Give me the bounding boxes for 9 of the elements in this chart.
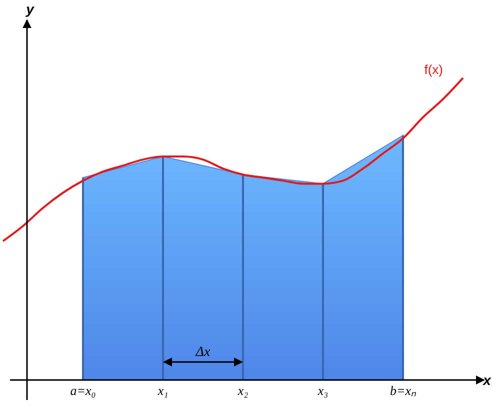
x-tick-label: x₃ xyxy=(316,383,328,398)
y-axis-title: y xyxy=(25,1,36,17)
x-tick-label: x₂ xyxy=(236,383,249,398)
x-tick-label: b=xₙ xyxy=(390,383,418,398)
annotation: Δx xyxy=(194,345,211,360)
x-axis-title: x xyxy=(482,372,492,388)
x-tick-label: x₁ xyxy=(156,383,168,398)
x-tick-label: a=x₀ xyxy=(70,383,96,398)
series-label: f(x) xyxy=(424,62,443,77)
